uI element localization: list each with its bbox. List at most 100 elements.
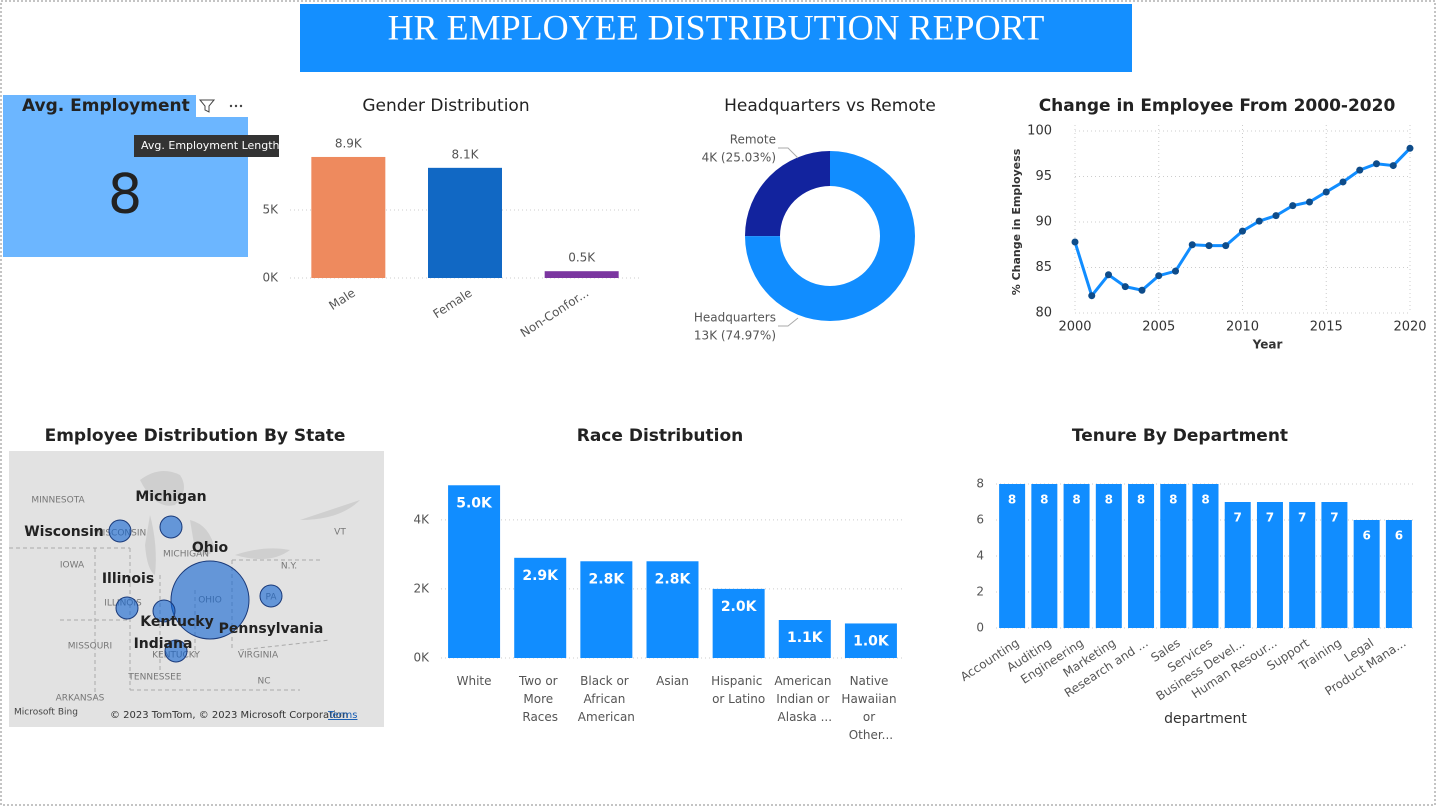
- bar[interactable]: [999, 484, 1026, 628]
- map-place-label: IOWA: [60, 561, 85, 571]
- data-label: 1.0K: [853, 633, 890, 649]
- y-tick-label: 8: [976, 477, 984, 491]
- point[interactable]: [1389, 162, 1397, 170]
- y-tick-label: 0K: [262, 271, 279, 285]
- point[interactable]: [1306, 198, 1313, 206]
- y-tick-label: 0: [976, 621, 984, 635]
- point[interactable]: [1088, 292, 1096, 300]
- bar[interactable]: [712, 588, 765, 658]
- bar[interactable]: [311, 156, 386, 278]
- map-lakes: [140, 471, 360, 575]
- point[interactable]: [1222, 242, 1230, 250]
- kpi-card[interactable]: [3, 95, 248, 257]
- x-axis-label: Year: [1252, 338, 1283, 352]
- data-label: 6: [1395, 529, 1403, 543]
- point[interactable]: [1255, 217, 1263, 225]
- point[interactable]: [1138, 286, 1146, 294]
- state-label: Illinois: [102, 571, 154, 587]
- data-label: 6: [1362, 529, 1370, 543]
- state-bubble[interactable]: [108, 519, 132, 543]
- slice-label: 13K (74.97%): [694, 329, 776, 343]
- point[interactable]: [1322, 188, 1330, 196]
- more-icon[interactable]: [229, 104, 243, 108]
- chart-title: Gender Distribution: [362, 96, 529, 116]
- bar[interactable]: [514, 557, 567, 658]
- point[interactable]: [1373, 160, 1380, 168]
- point[interactable]: [1121, 283, 1129, 291]
- bar[interactable]: [428, 167, 502, 278]
- map-place-label: NC: [257, 677, 270, 687]
- y-tick-label: 4: [976, 549, 984, 563]
- data-label: 0.5K: [568, 251, 596, 265]
- leader-line: [778, 317, 799, 327]
- bar[interactable]: [1224, 502, 1251, 628]
- bar[interactable]: [580, 561, 633, 658]
- state-bubble[interactable]: [152, 599, 176, 623]
- bar[interactable]: [1289, 502, 1316, 628]
- state-bubble[interactable]: [164, 639, 188, 663]
- donut-slice[interactable]: [745, 151, 830, 237]
- data-label: 8: [1008, 493, 1016, 507]
- y-tick-label: 85: [1035, 260, 1052, 275]
- filter-icon[interactable]: [198, 99, 216, 113]
- x-tick-label: Non-Confor...: [518, 286, 591, 340]
- y-tick-label: 2K: [413, 581, 430, 595]
- card-value: 8: [108, 163, 142, 226]
- data-label: 7: [1266, 511, 1274, 525]
- state-bubble[interactable]: [159, 515, 183, 539]
- chart-title: Change in Employee From 2000-2020: [1039, 96, 1396, 116]
- bar[interactable]: [1095, 484, 1122, 628]
- donut-slice[interactable]: [745, 151, 915, 321]
- data-label: 7: [1330, 511, 1338, 525]
- bar[interactable]: [1128, 484, 1155, 628]
- map-place-label: VT: [334, 528, 346, 538]
- bar[interactable]: [448, 485, 501, 658]
- point[interactable]: [1356, 166, 1364, 174]
- map-place-label: MINNESOTA: [31, 496, 85, 506]
- point[interactable]: [1105, 271, 1112, 279]
- point[interactable]: [1406, 144, 1414, 152]
- map-place-label: MICHIGAN: [163, 550, 209, 560]
- point[interactable]: [1289, 202, 1297, 210]
- bar[interactable]: [1063, 484, 1090, 628]
- bar[interactable]: [544, 271, 619, 278]
- slice-name: Remote: [730, 133, 776, 147]
- y-axis-label: % Change in Employess: [1010, 148, 1023, 295]
- data-label: 8: [1040, 493, 1048, 507]
- bar[interactable]: [1321, 502, 1348, 628]
- data-label: 5.0K: [456, 495, 493, 511]
- tooltip: [134, 135, 279, 157]
- data-label: 8: [1201, 493, 1209, 507]
- card-title: Avg. Employment Length: [22, 96, 263, 116]
- x-tick-label: Two or More Races: [518, 674, 561, 724]
- map-place-label: N.Y.: [281, 562, 297, 572]
- state-bubble[interactable]: [115, 596, 139, 620]
- state-bubble[interactable]: [170, 560, 250, 640]
- point[interactable]: [1339, 178, 1347, 186]
- bar[interactable]: [1256, 502, 1283, 628]
- point[interactable]: [1272, 212, 1280, 220]
- bar[interactable]: [1353, 520, 1380, 628]
- point[interactable]: [1155, 272, 1163, 280]
- bar[interactable]: [1385, 520, 1412, 628]
- data-label: 2.8K: [655, 571, 692, 587]
- map-place-label: MISSOURI: [68, 642, 112, 652]
- point[interactable]: [1239, 227, 1246, 235]
- point[interactable]: [1205, 242, 1213, 250]
- point[interactable]: [1071, 238, 1079, 246]
- bar[interactable]: [844, 623, 897, 658]
- bar[interactable]: [778, 620, 831, 658]
- map-attribution: © 2023 TomTom, © 2023 Microsoft Corporat…: [110, 710, 348, 721]
- map-terms[interactable]: Terms: [327, 710, 357, 721]
- bar[interactable]: [646, 561, 699, 658]
- x-tick-label: 2015: [1310, 320, 1343, 335]
- bar[interactable]: [1160, 484, 1187, 628]
- point[interactable]: [1172, 267, 1179, 275]
- map-brand: Microsoft Bing: [14, 708, 78, 718]
- state-bubble[interactable]: [259, 584, 283, 608]
- state-label: Ohio: [192, 540, 229, 556]
- bar[interactable]: [1192, 484, 1219, 628]
- bar[interactable]: [1031, 484, 1058, 628]
- point[interactable]: [1188, 241, 1196, 249]
